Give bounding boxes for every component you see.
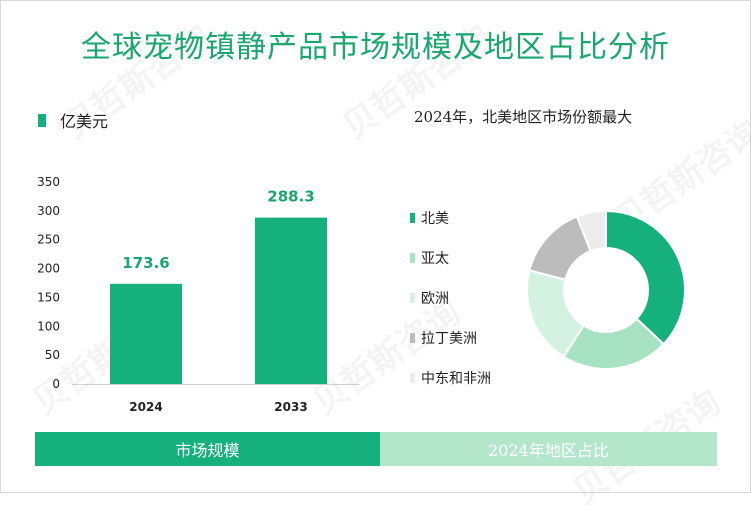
legend-swatch	[410, 373, 415, 383]
y-tick-label: 50	[45, 348, 60, 362]
unit-swatch	[38, 113, 46, 127]
x-tick-label: 2033	[274, 400, 307, 414]
x-tick-label: 2024	[129, 400, 162, 414]
legend-item: 中东和非洲	[410, 358, 491, 398]
bar-2024	[110, 283, 182, 384]
legend-label: 拉丁美洲	[421, 331, 477, 347]
bar-2033	[255, 217, 327, 384]
legend-item: 拉丁美洲	[410, 318, 491, 358]
y-tick-label: 150	[37, 290, 60, 304]
legend-label: 欧洲	[421, 291, 449, 307]
legend-label: 北美	[421, 211, 449, 227]
footer-region-share: 2024年地区占比	[380, 432, 717, 466]
donut-chart	[526, 209, 686, 370]
y-tick-label: 350	[37, 175, 60, 189]
bar-chart: 0 50 100 150 200 250 300 350 173.6 2024 288.3 2033	[37, 175, 360, 414]
bar-data-label: 173.6	[122, 254, 169, 272]
unit-label: 亿美元	[60, 112, 109, 131]
legend-swatch	[410, 213, 415, 223]
donut-slice-4	[575, 209, 607, 253]
chart-title: 全球宠物镇静产品市场规模及地区占比分析	[81, 30, 670, 65]
legend-item: 欧洲	[410, 278, 491, 318]
bar-data-label: 288.3	[267, 188, 314, 206]
legend-item: 北美	[410, 198, 491, 238]
unit-legend: 亿美元	[38, 108, 108, 132]
legend-swatch	[410, 253, 415, 263]
legend-swatch	[410, 333, 415, 343]
donut-slice-0	[605, 209, 686, 346]
legend-swatch	[410, 293, 415, 303]
legend-label: 亚太	[421, 251, 449, 267]
legend-label: 中东和非洲	[421, 371, 491, 387]
y-tick-label: 0	[52, 377, 60, 391]
y-tick-label: 300	[37, 204, 60, 218]
pie-title: 2024年，北美地区市场份额最大	[414, 108, 633, 126]
y-tick-label: 250	[37, 233, 60, 247]
legend-item: 亚太	[410, 238, 491, 278]
pie-legend: 北美亚太欧洲拉丁美洲中东和非洲	[410, 198, 491, 398]
footer-market-size: 市场规模	[35, 432, 380, 466]
y-tick-label: 100	[37, 319, 60, 333]
y-tick-label: 200	[37, 262, 60, 276]
